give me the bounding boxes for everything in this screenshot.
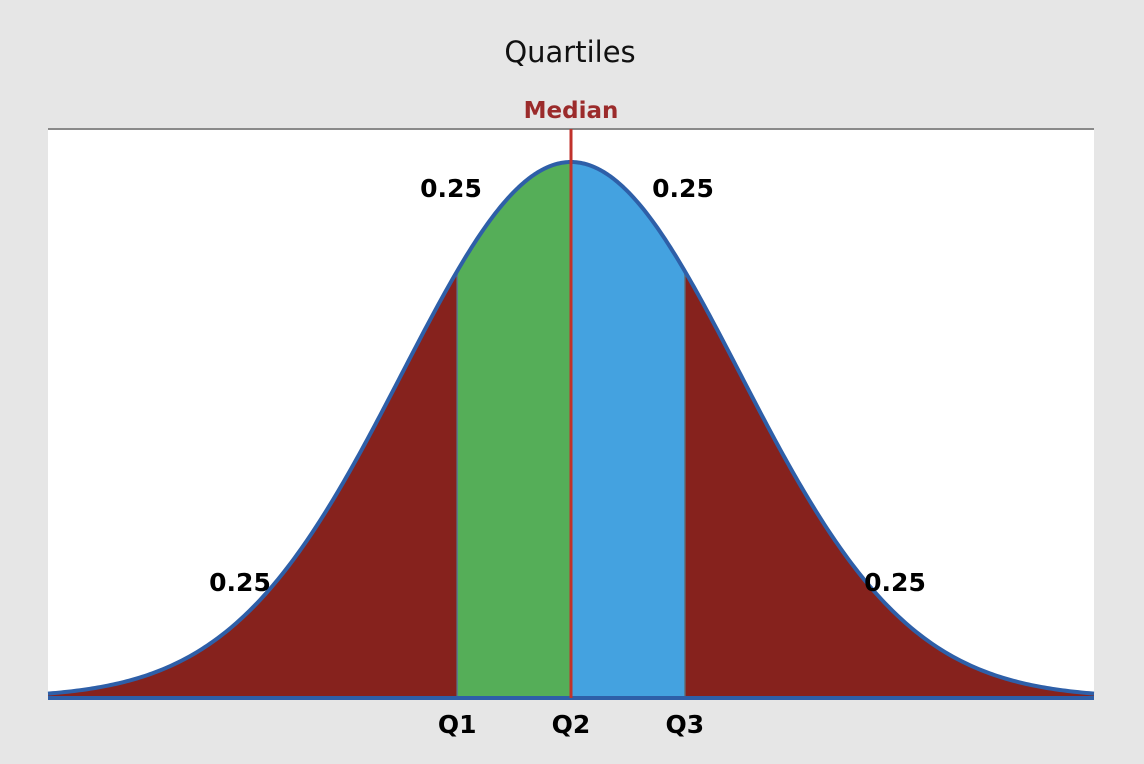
- x-tick-labels: Q1 Q2 Q3: [438, 710, 704, 739]
- region-1: [48, 271, 458, 698]
- region-2: [457, 162, 571, 698]
- x-tick-label-q1: Q1: [438, 710, 477, 739]
- region-3: [571, 162, 685, 698]
- region-4: [684, 271, 1094, 698]
- chart-title: Quartiles: [504, 35, 635, 69]
- median-label: Median: [524, 98, 619, 124]
- area-label-q2-q3: 0.25: [652, 174, 714, 203]
- area-label-q1-q2: 0.25: [420, 174, 482, 203]
- area-label-right-tail: 0.25: [864, 568, 926, 597]
- x-tick-label-q2: Q2: [552, 710, 591, 739]
- area-label-left-tail: 0.25: [209, 568, 271, 597]
- x-tick-label-q3: Q3: [665, 710, 704, 739]
- regions-layer: [48, 162, 1094, 698]
- dividers-layer: [456, 271, 686, 698]
